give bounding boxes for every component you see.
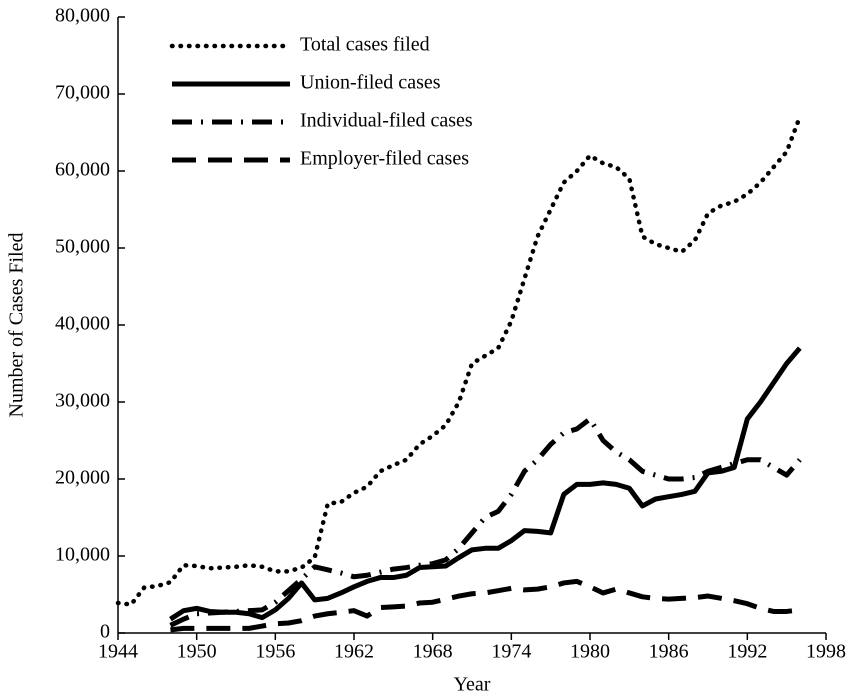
y-tick-label: 60,000 <box>55 159 110 181</box>
series-line <box>169 416 802 628</box>
x-axis-label: Year <box>454 674 491 696</box>
y-tick-label: 80,000 <box>55 5 110 27</box>
x-tick-label: 1944 <box>98 641 138 663</box>
x-tick-label: 1962 <box>334 641 374 663</box>
x-tick-label: 1968 <box>413 641 453 663</box>
y-tick-label: 70,000 <box>55 82 110 104</box>
x-tick-label: 1992 <box>727 641 767 663</box>
y-tick-label: 10,000 <box>55 544 110 566</box>
legend-label: Union-filed cases <box>300 72 441 94</box>
legend-label: Total cases filed <box>300 34 430 56</box>
series-line <box>115 114 803 607</box>
y-tick-label: 30,000 <box>55 390 110 412</box>
x-tick-label: 1956 <box>255 641 295 663</box>
y-tick-label: 0 <box>100 621 110 643</box>
series-line <box>169 346 802 622</box>
x-tick-label: 1950 <box>177 641 217 663</box>
legend-label: Employer-filed cases <box>300 148 469 170</box>
y-axis-label: Number of Cases Filed <box>6 233 28 418</box>
y-tick-label: 40,000 <box>55 313 110 335</box>
y-tick-label: 20,000 <box>55 467 110 489</box>
x-tick-label: 1998 <box>806 641 846 663</box>
x-tick-label: 1980 <box>570 641 610 663</box>
x-tick-label: 1974 <box>491 641 531 663</box>
y-tick-label: 50,000 <box>55 236 110 258</box>
x-tick-label: 1986 <box>649 641 689 663</box>
legend-label: Individual-filed cases <box>300 110 473 132</box>
